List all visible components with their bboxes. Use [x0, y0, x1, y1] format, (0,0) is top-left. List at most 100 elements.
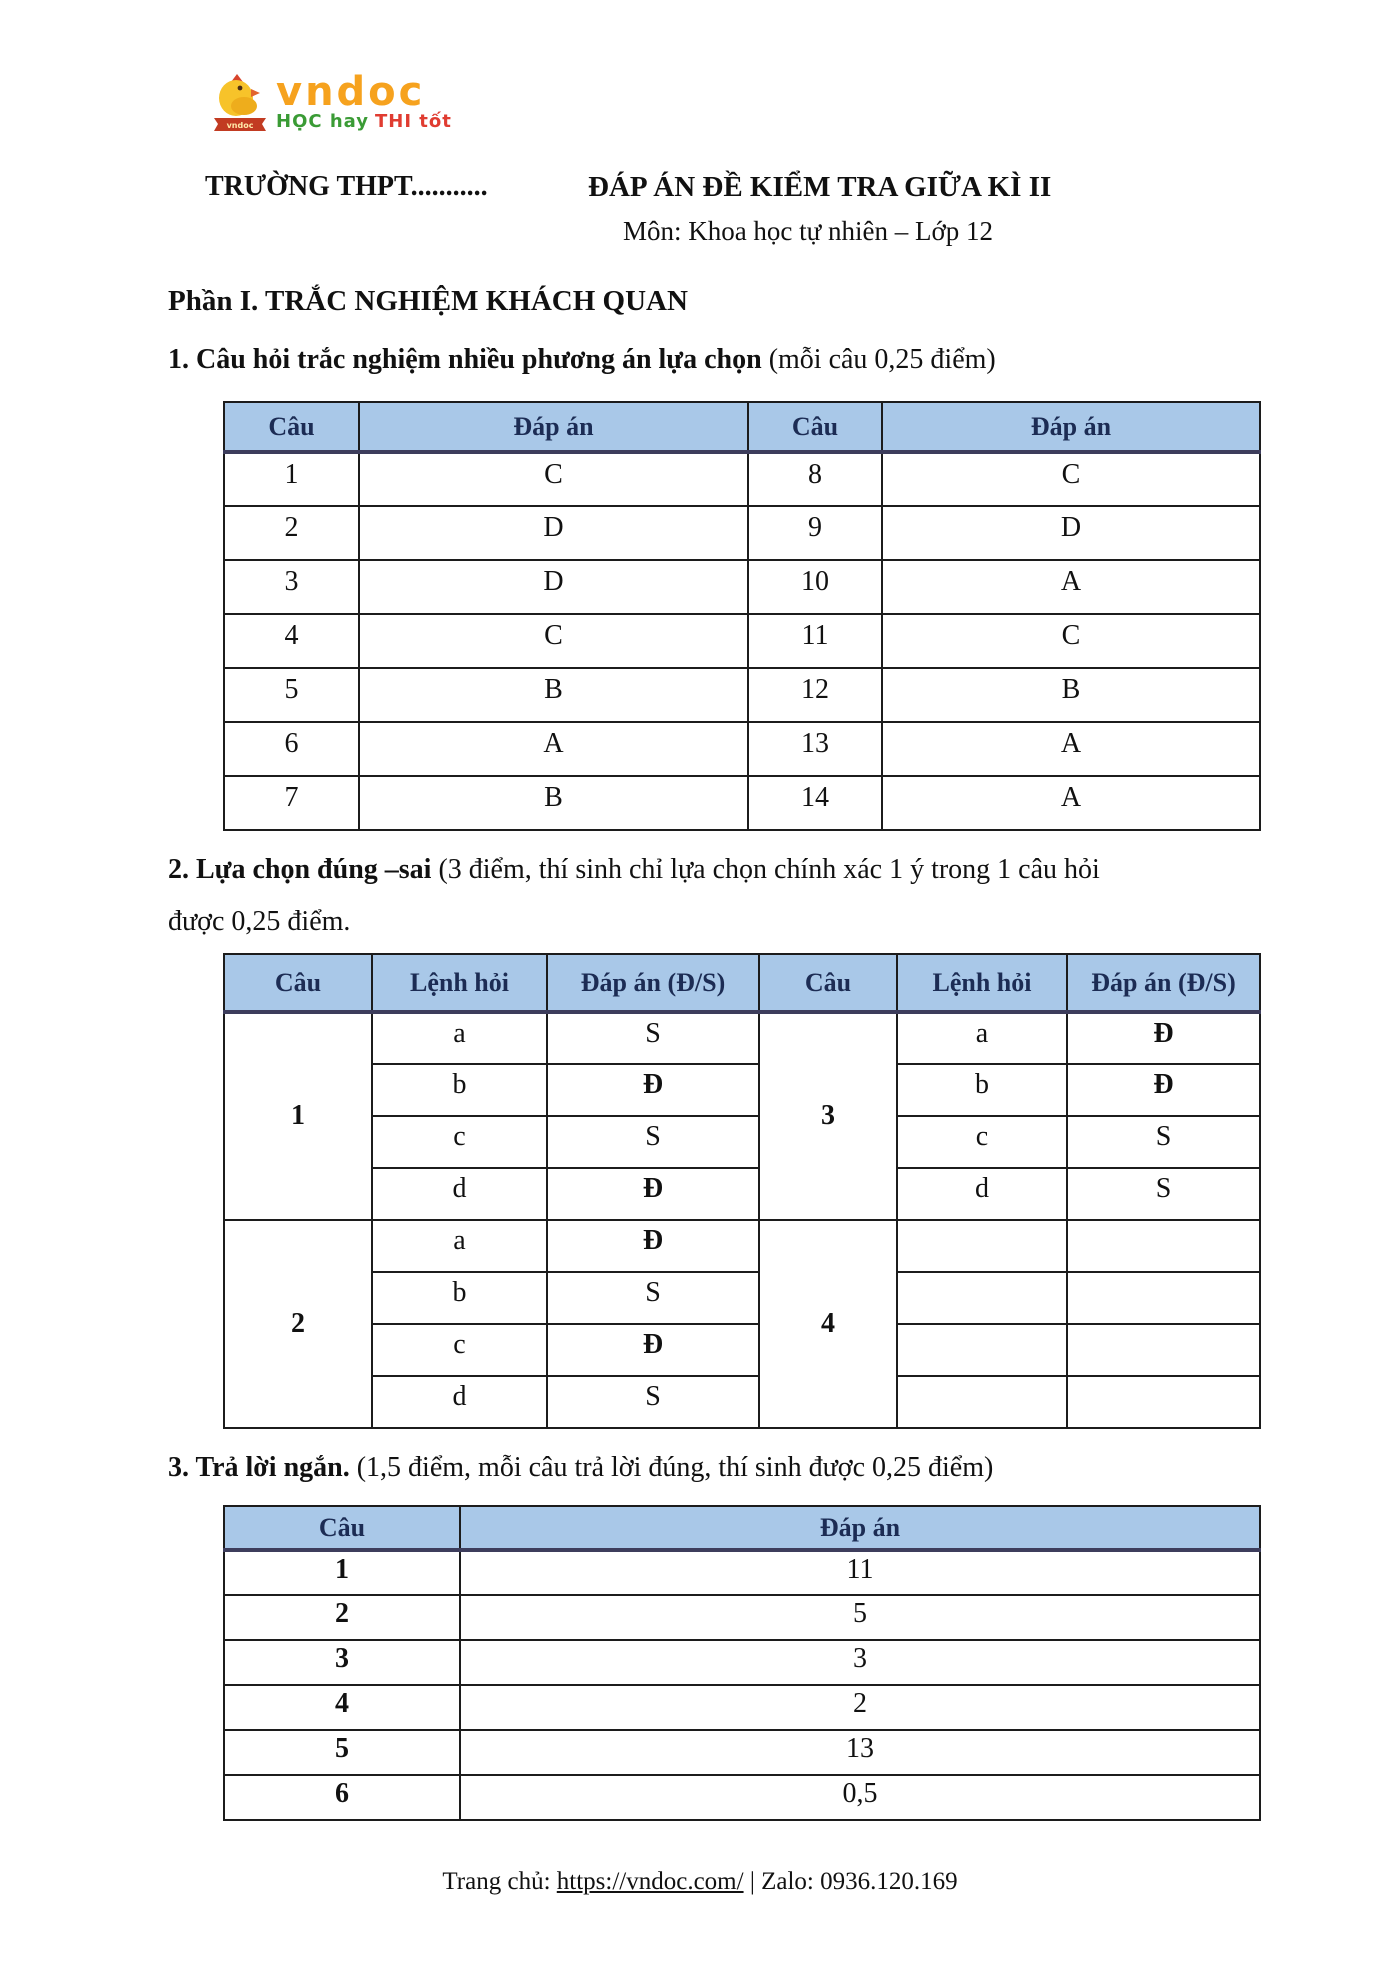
- table-row: 2 D 9 D: [223, 505, 1261, 561]
- document-header: TRƯỜNG THPT........... ĐÁP ÁN ĐỀ KIỂM TR…: [0, 167, 1400, 255]
- table-cell: d: [896, 1167, 1068, 1221]
- table-row: d S: [224, 1375, 1261, 1429]
- table-row: 3 D 10 A: [223, 559, 1261, 615]
- table-cell: Đ: [546, 1063, 760, 1117]
- column-header-cau: Câu: [223, 401, 360, 454]
- table-row: 4 2: [223, 1684, 1261, 1731]
- short-answer-table: Câu Đáp án 1 11 2 5 3 3 4: [223, 1505, 1261, 1821]
- table-cell: [896, 1375, 1068, 1429]
- table-cell: b: [371, 1271, 548, 1325]
- table-cell: C: [881, 613, 1261, 669]
- column-header-dapan: Đáp án: [459, 1505, 1261, 1552]
- table-cell: S: [546, 1271, 760, 1325]
- table-cell: D: [358, 505, 749, 561]
- table-cell: 4: [223, 613, 360, 669]
- answer-cell: 5: [459, 1594, 1261, 1641]
- table-row: 5 13: [223, 1729, 1261, 1776]
- table-row: 1 C 8 C: [223, 451, 1261, 507]
- table-row: 2 5: [223, 1594, 1261, 1641]
- column-header-dapan: Đáp án: [881, 401, 1261, 454]
- chicken-mascot-icon: vndoc: [214, 74, 266, 131]
- column-header-cau: Câu: [747, 401, 883, 454]
- table-cell: A: [881, 559, 1261, 615]
- mcq-answer-table: Câu Đáp án Câu Đáp án 1 C 8 C 2 D 9 D: [223, 401, 1261, 831]
- tagline-thi: THI tốt: [374, 111, 452, 132]
- table-cell: 9: [747, 505, 883, 561]
- table-cell: S: [546, 1115, 760, 1169]
- true-false-answer-table: Câu Lệnh hỏi Đáp án (Đ/S) Câu Lệnh hỏi Đ…: [223, 953, 1261, 1429]
- column-header-dapan-ds: Đáp án (Đ/S): [1066, 953, 1261, 1014]
- table-cell: A: [358, 721, 749, 777]
- page-title: ĐÁP ÁN ĐỀ KIỂM TRA GIỮA KÌ II: [588, 171, 1052, 203]
- table-cell: [896, 1323, 1068, 1377]
- question-number-cell: 3: [223, 1639, 461, 1686]
- table-header-row: Câu Đáp án: [223, 1505, 1261, 1552]
- answer-cell: 0,5: [459, 1774, 1261, 1821]
- table-cell: 5: [223, 667, 360, 723]
- table-cell: B: [881, 667, 1261, 723]
- question-number-cell: 2: [223, 1219, 373, 1429]
- table-cell: b: [371, 1063, 548, 1117]
- table-row: c S c S: [224, 1115, 1261, 1169]
- table-cell: a: [896, 1011, 1068, 1065]
- table-row: 1 11: [223, 1549, 1261, 1596]
- section-1-heading: 1. Câu hỏi trắc nghiệm nhiều phương án l…: [168, 333, 1280, 387]
- table-row: 3 3: [223, 1639, 1261, 1686]
- table-cell: 10: [747, 559, 883, 615]
- section-1-heading-bold: 1. Câu hỏi trắc nghiệm nhiều phương án l…: [168, 344, 762, 375]
- table-cell: B: [358, 775, 749, 831]
- table-cell: C: [358, 613, 749, 669]
- table-cell: 6: [223, 721, 360, 777]
- section-2-heading: 2. Lựa chọn đúng –sai (3 điểm, thí sinh …: [168, 843, 1280, 897]
- table-cell: a: [371, 1219, 548, 1273]
- answer-cell: 13: [459, 1729, 1261, 1776]
- table-cell: 14: [747, 775, 883, 831]
- table-cell: 7: [223, 775, 360, 831]
- home-link[interactable]: https://vndoc.com/: [556, 1868, 744, 1895]
- table-cell: Đ: [546, 1167, 760, 1221]
- table-row: 4 C 11 C: [223, 613, 1261, 669]
- table-cell: c: [896, 1115, 1068, 1169]
- table-cell: A: [881, 721, 1261, 777]
- table-header-row: Câu Đáp án Câu Đáp án: [223, 401, 1261, 454]
- section-1-heading-note: (mỗi câu 0,25 điểm): [761, 344, 996, 375]
- section-2-heading-note: (3 điểm, thí sinh chỉ lựa chọn chính xác…: [431, 854, 1100, 885]
- question-number-cell: 4: [758, 1219, 898, 1429]
- table-cell: C: [358, 451, 749, 507]
- table-cell: d: [371, 1167, 548, 1221]
- table-row: 7 B 14 A: [223, 775, 1261, 831]
- document-body: Phần I. TRẮC NGHIỆM KHÁCH QUAN 1. Câu hỏ…: [168, 281, 1280, 1821]
- table-cell: Đ: [546, 1219, 760, 1273]
- table-cell: [896, 1219, 1068, 1273]
- vndoc-logo: vndoc vndoc HỌC hay THI tốt: [210, 69, 1400, 137]
- logo-wordmark: vndoc: [276, 69, 426, 115]
- question-number-cell: 1: [223, 1011, 373, 1221]
- question-number-cell: 4: [223, 1684, 461, 1731]
- table-cell: [1066, 1375, 1261, 1429]
- column-header-cau: Câu: [223, 1505, 461, 1552]
- table-cell: 1: [223, 451, 360, 507]
- page-footer: Trang chủ: https://vndoc.com/ | Zalo: 09…: [0, 1868, 1400, 1896]
- section-2-heading-bold: 2. Lựa chọn đúng –sai: [168, 854, 432, 885]
- table-row: 5 B 12 B: [223, 667, 1261, 723]
- table-cell: 12: [747, 667, 883, 723]
- table-row: 2 a Đ 4: [223, 1219, 1261, 1429]
- school-name: TRƯỜNG THPT...........: [205, 171, 488, 202]
- question-number-cell: 2: [223, 1594, 461, 1641]
- table-cell: 8: [747, 451, 883, 507]
- svg-text:vndoc: vndoc: [227, 121, 254, 130]
- table-cell: 2: [223, 505, 360, 561]
- table-cell: 3: [223, 559, 360, 615]
- table-cell: [1066, 1323, 1261, 1377]
- section-3-heading-bold: 3. Trả lời ngắn.: [168, 1452, 350, 1483]
- table-cell: [1066, 1271, 1261, 1325]
- table-cell: c: [371, 1323, 548, 1377]
- table-cell: [1066, 1219, 1261, 1273]
- table-cell: Đ: [546, 1323, 760, 1377]
- table-cell: D: [358, 559, 749, 615]
- table-row: 6 A 13 A: [223, 721, 1261, 777]
- table-cell: C: [881, 451, 1261, 507]
- column-header-dapan-ds: Đáp án (Đ/S): [546, 953, 760, 1014]
- table-cell: b: [896, 1063, 1068, 1117]
